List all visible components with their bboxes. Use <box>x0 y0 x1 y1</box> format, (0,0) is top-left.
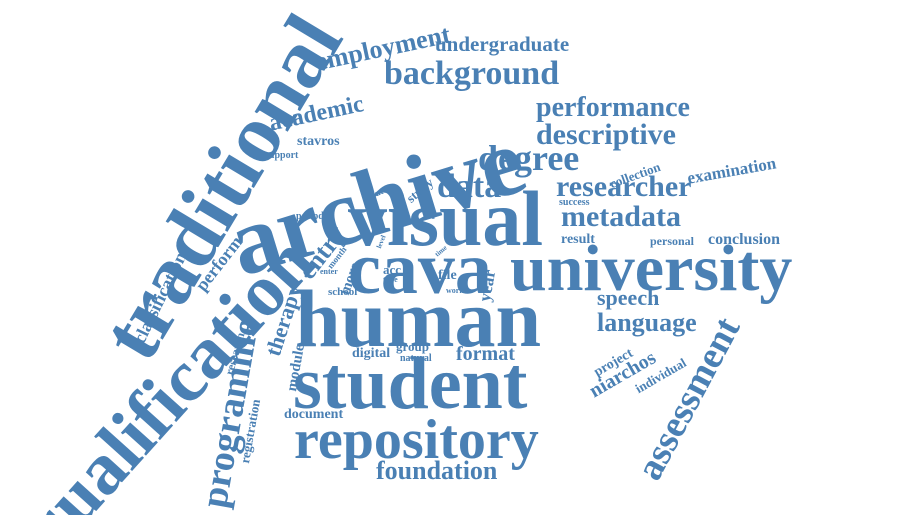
word-cava: cava <box>348 228 492 310</box>
word-performance: performance <box>536 92 690 123</box>
word-natural: natural <box>400 353 432 364</box>
word-speech: speech <box>597 285 660 310</box>
word-acc: acc <box>383 262 402 277</box>
word-undergraduate: undergraduate <box>435 32 570 56</box>
word-foundation: foundation <box>376 456 498 485</box>
word-document: document <box>284 407 344 422</box>
word-type: type <box>383 275 398 284</box>
word-work: work <box>446 286 464 295</box>
word-group: group <box>396 339 429 354</box>
word-format: format <box>456 343 515 365</box>
word-personal: personal <box>650 234 695 248</box>
word-background: background <box>384 55 560 92</box>
word-examination: examination <box>685 153 778 188</box>
word-assessment: assessment <box>628 310 749 487</box>
word-student: student <box>293 343 528 425</box>
word-metadata: metadata <box>561 200 681 233</box>
word-repository: repository <box>294 409 539 471</box>
word-human: human <box>295 273 542 364</box>
word-success: success <box>559 197 590 208</box>
word-descriptive: descriptive <box>536 118 676 151</box>
word-result: result <box>561 232 595 247</box>
word-degree: degree <box>478 138 580 178</box>
word-school: school <box>328 286 358 298</box>
word-period: period <box>296 211 324 222</box>
word-language: language <box>597 308 697 337</box>
word-support: support <box>265 150 299 161</box>
word-researcher: researcher <box>556 170 692 203</box>
word-enter: enter <box>320 267 338 276</box>
word-visual: visual <box>348 175 544 262</box>
word-digital: digital <box>352 346 391 361</box>
word-stavros: stavros <box>297 134 340 149</box>
word-university: university <box>510 232 793 305</box>
word-conclusion: conclusion <box>708 231 781 248</box>
word-file: file <box>438 268 457 283</box>
word-data: data <box>437 168 502 205</box>
